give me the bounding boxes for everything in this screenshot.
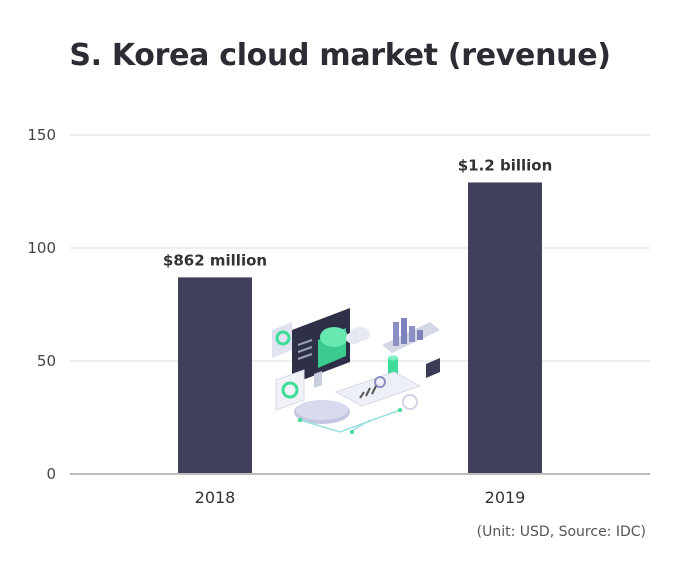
y-tick-label: 100	[27, 239, 56, 257]
bars	[178, 182, 542, 474]
x-tick-label-2018: 2018	[195, 488, 236, 507]
data-label-2018: $862 million	[163, 251, 267, 269]
chart-title: S. Korea cloud market (revenue)	[69, 38, 611, 73]
y-tick-label: 0	[46, 465, 56, 483]
source-note: (Unit: USD, Source: IDC)	[476, 524, 646, 540]
data-label-2019: $1.2 billion	[458, 156, 553, 174]
bar-2018	[178, 277, 252, 474]
bar-2019	[468, 182, 542, 474]
data-labels: $862 million $1.2 billion	[163, 156, 552, 269]
x-tick-label-2019: 2019	[485, 488, 526, 507]
y-axis-ticks: 0 50 100 150	[27, 126, 56, 483]
y-tick-label: 150	[27, 126, 56, 144]
y-tick-label: 50	[37, 352, 56, 370]
x-axis-categories: 2018 2019	[195, 488, 526, 507]
cloud-computing-illustration	[272, 308, 440, 434]
gridlines	[70, 134, 650, 362]
